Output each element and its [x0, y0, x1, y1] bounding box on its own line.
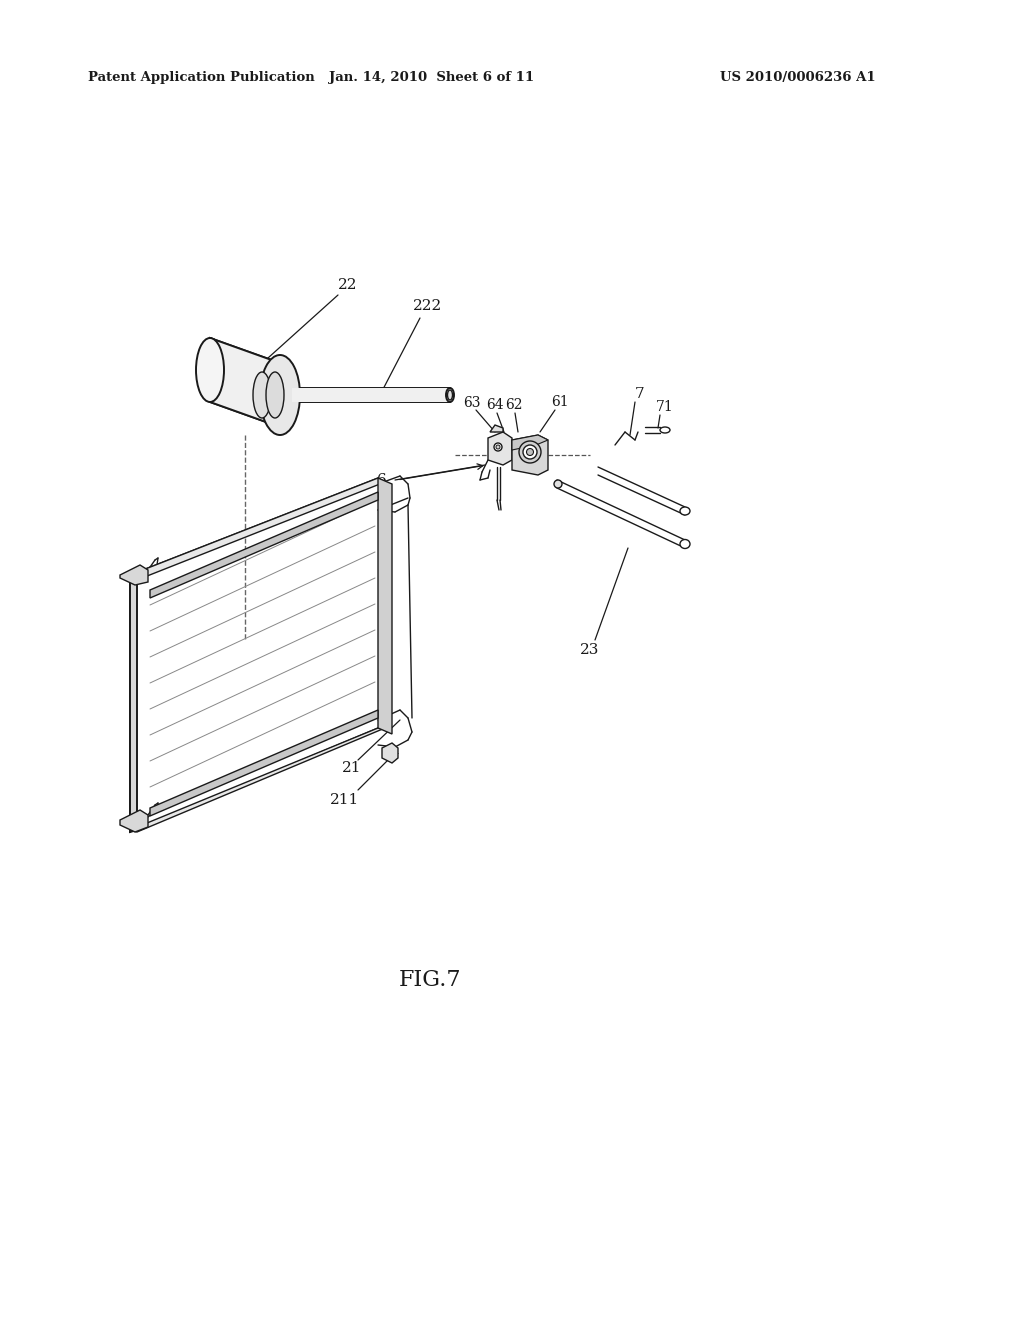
Text: 7: 7	[635, 387, 645, 401]
Text: Patent Application Publication: Patent Application Publication	[88, 71, 314, 84]
Polygon shape	[378, 478, 392, 734]
Text: 62: 62	[505, 399, 522, 412]
Ellipse shape	[526, 449, 534, 455]
Text: 22: 22	[338, 279, 357, 292]
Text: 6: 6	[377, 473, 387, 487]
Text: 61: 61	[551, 395, 568, 409]
Polygon shape	[130, 576, 137, 832]
Ellipse shape	[496, 445, 500, 449]
Text: 71: 71	[656, 400, 674, 414]
Text: 211: 211	[331, 793, 359, 807]
Ellipse shape	[196, 338, 224, 403]
Ellipse shape	[446, 388, 454, 403]
Ellipse shape	[519, 441, 541, 463]
Ellipse shape	[253, 372, 271, 418]
Ellipse shape	[660, 426, 670, 433]
Ellipse shape	[447, 389, 453, 400]
Text: US 2010/0006236 A1: US 2010/0006236 A1	[720, 71, 876, 84]
Ellipse shape	[494, 444, 502, 451]
Polygon shape	[150, 710, 378, 816]
Polygon shape	[490, 425, 503, 432]
Polygon shape	[488, 432, 512, 465]
Polygon shape	[150, 492, 378, 598]
Text: 23: 23	[581, 643, 600, 657]
Polygon shape	[512, 436, 548, 450]
Ellipse shape	[680, 540, 690, 549]
Text: 64: 64	[486, 399, 504, 412]
Text: 21: 21	[342, 762, 361, 775]
Ellipse shape	[266, 372, 284, 418]
Ellipse shape	[680, 507, 690, 515]
Ellipse shape	[260, 355, 300, 436]
Text: 63: 63	[463, 396, 480, 411]
Ellipse shape	[523, 445, 537, 459]
Text: Jan. 14, 2010  Sheet 6 of 11: Jan. 14, 2010 Sheet 6 of 11	[330, 71, 535, 84]
Polygon shape	[130, 478, 385, 579]
Polygon shape	[382, 743, 398, 763]
Polygon shape	[512, 436, 548, 475]
Polygon shape	[210, 338, 280, 426]
Polygon shape	[120, 810, 148, 832]
Polygon shape	[292, 388, 450, 403]
Polygon shape	[130, 729, 385, 832]
Text: 222: 222	[414, 300, 442, 313]
Polygon shape	[120, 565, 148, 585]
Ellipse shape	[554, 480, 562, 488]
Text: FIG.7: FIG.7	[398, 969, 461, 991]
